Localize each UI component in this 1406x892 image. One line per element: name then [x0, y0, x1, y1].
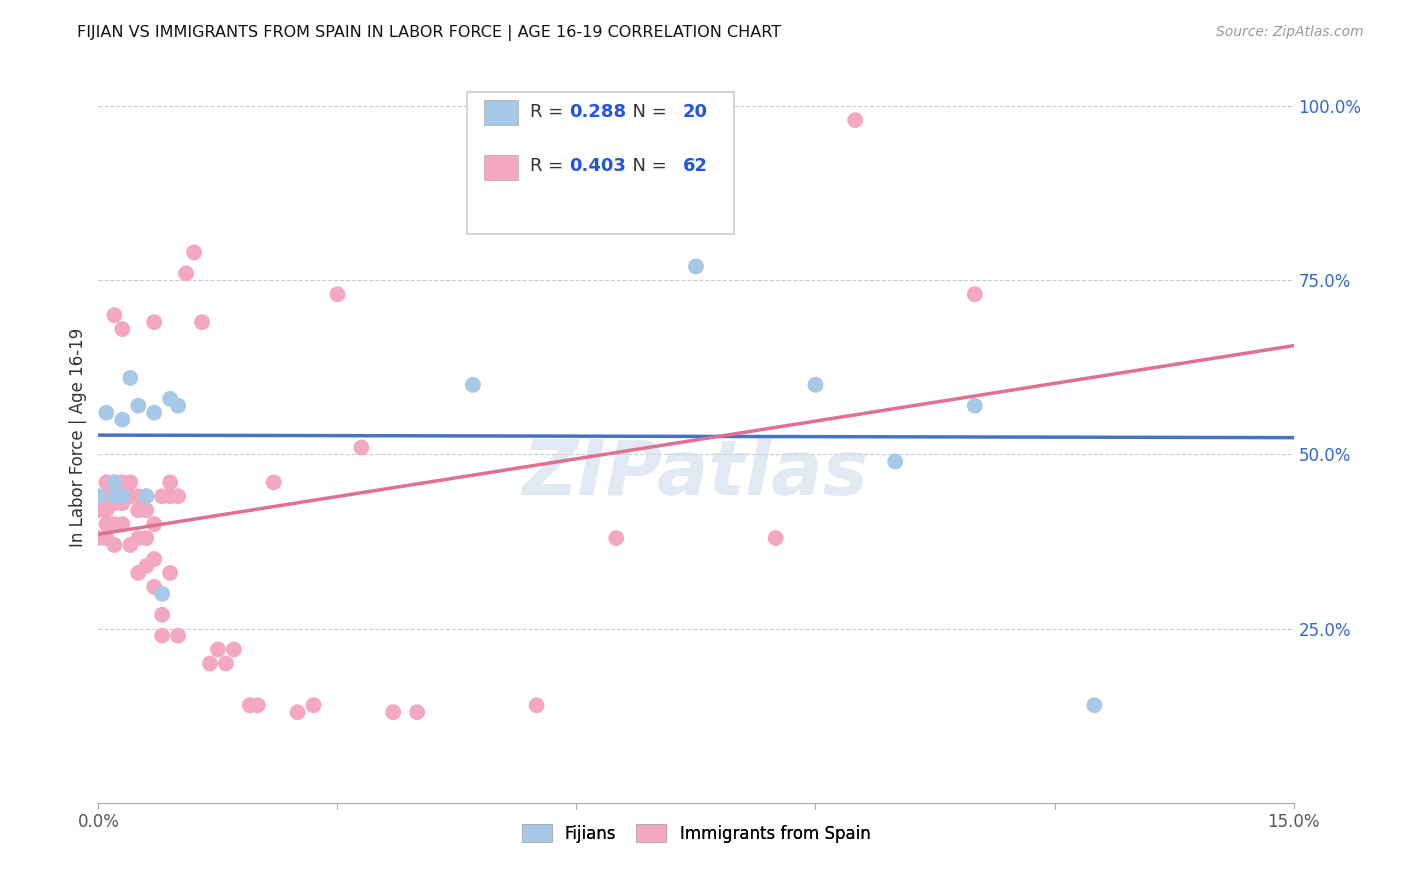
Point [685, 211, 707, 225]
Point [120, 489, 142, 503]
FancyBboxPatch shape [485, 154, 517, 179]
Point [143, 552, 166, 566]
Point [103, 496, 125, 510]
Point [215, 657, 238, 671]
FancyBboxPatch shape [467, 92, 734, 234]
Point [159, 392, 181, 406]
Point [159, 475, 181, 490]
Point [198, 657, 221, 671]
Point [382, 705, 405, 719]
Point [96, 475, 118, 490]
Point [120, 538, 142, 552]
Point [111, 496, 134, 510]
Point [96, 489, 118, 503]
Point [1083, 698, 1105, 713]
Point [135, 489, 157, 503]
Point [135, 503, 157, 517]
Point [207, 642, 229, 657]
Point [111, 489, 134, 503]
Point [103, 489, 125, 503]
Point [765, 531, 787, 545]
Point [183, 245, 205, 260]
Point [143, 517, 166, 532]
Point [143, 406, 166, 420]
Point [159, 566, 181, 580]
Point [135, 531, 157, 545]
Text: R =: R = [530, 158, 569, 176]
Point [127, 399, 149, 413]
Point [103, 475, 125, 490]
Point [191, 315, 214, 329]
FancyBboxPatch shape [485, 100, 517, 125]
Point [103, 538, 125, 552]
Legend: Fijians, Immigrants from Spain: Fijians, Immigrants from Spain [515, 818, 877, 849]
Point [406, 705, 429, 719]
Point [103, 308, 125, 322]
Point [526, 698, 548, 713]
Point [111, 412, 134, 426]
Point [174, 266, 197, 280]
Point [150, 587, 173, 601]
Text: N =: N = [620, 103, 672, 120]
Point [143, 580, 166, 594]
Point [222, 642, 245, 657]
Point [685, 260, 707, 274]
Point [246, 698, 269, 713]
Point [87, 503, 110, 517]
Point [605, 531, 627, 545]
Point [127, 489, 149, 503]
Text: N =: N = [620, 158, 672, 176]
Text: ZIPatlas: ZIPatlas [523, 437, 869, 510]
Point [167, 629, 190, 643]
Point [143, 315, 166, 329]
Point [120, 475, 142, 490]
Text: 20: 20 [683, 103, 707, 120]
Point [302, 698, 325, 713]
Point [127, 503, 149, 517]
Point [96, 503, 118, 517]
Point [96, 531, 118, 545]
Point [159, 489, 181, 503]
Point [844, 113, 866, 128]
Point [127, 566, 149, 580]
Point [350, 441, 373, 455]
Point [167, 399, 190, 413]
Point [87, 489, 110, 503]
Point [87, 531, 110, 545]
Point [96, 406, 118, 420]
Point [127, 531, 149, 545]
Point [239, 698, 262, 713]
Point [120, 371, 142, 385]
Point [135, 558, 157, 573]
Point [111, 475, 134, 490]
Text: FIJIAN VS IMMIGRANTS FROM SPAIN IN LABOR FORCE | AGE 16-19 CORRELATION CHART: FIJIAN VS IMMIGRANTS FROM SPAIN IN LABOR… [77, 25, 782, 41]
Point [87, 489, 110, 503]
Point [804, 377, 827, 392]
Point [884, 454, 907, 468]
Point [167, 489, 190, 503]
Point [111, 322, 134, 336]
Text: R =: R = [530, 103, 569, 120]
Point [96, 517, 118, 532]
Point [103, 517, 125, 532]
Point [135, 489, 157, 503]
Text: 62: 62 [683, 158, 707, 176]
Point [263, 475, 285, 490]
Point [963, 287, 986, 301]
Point [565, 203, 588, 218]
Y-axis label: In Labor Force | Age 16-19: In Labor Force | Age 16-19 [69, 327, 87, 547]
Point [963, 399, 986, 413]
Point [150, 607, 173, 622]
Text: 0.288: 0.288 [569, 103, 627, 120]
Point [287, 705, 309, 719]
Point [461, 377, 484, 392]
Point [111, 517, 134, 532]
Point [150, 629, 173, 643]
Text: Source: ZipAtlas.com: Source: ZipAtlas.com [1216, 25, 1364, 39]
Point [326, 287, 349, 301]
Point [103, 475, 125, 490]
Text: 0.403: 0.403 [569, 158, 626, 176]
Point [150, 489, 173, 503]
